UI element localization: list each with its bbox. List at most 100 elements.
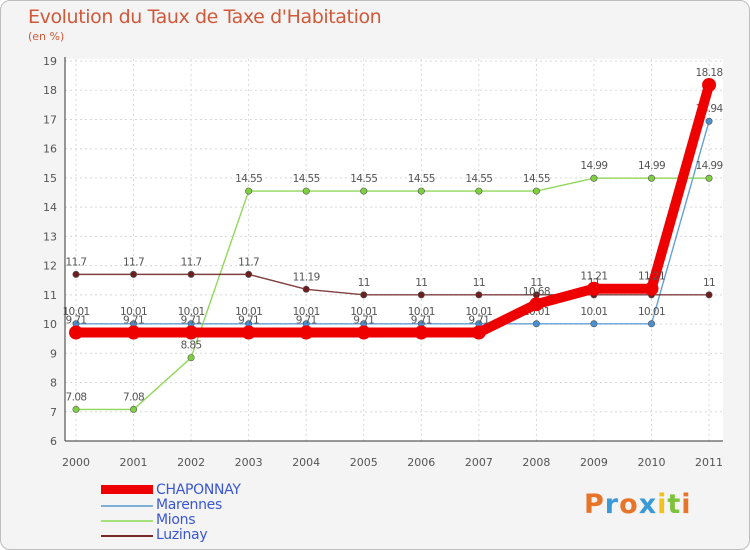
y-tick-label: 17 [43,113,57,126]
series-line-chaponnay [71,79,715,338]
data-point-mions [302,187,310,195]
x-tick-label: 2010 [638,456,666,469]
logo-letter: o [619,489,639,520]
y-tick-label: 13 [43,230,57,243]
data-point-chaponnay [644,281,659,296]
data-point-chaponnay [471,325,486,340]
logo-letter: i [681,489,692,520]
data-point-mions [647,174,655,182]
data-point-mions [532,187,540,195]
data-label-mions: 14.55 [235,173,262,185]
data-label-luzinay: 11.7 [181,256,202,268]
data-point-chaponnay [414,325,429,340]
data-label-marennes: 10.01 [408,306,435,318]
data-label-mions: 14.55 [408,173,435,185]
data-label-marennes: 10.01 [350,306,377,318]
x-tick-label: 2009 [580,456,608,469]
y-tick-label: 7 [50,406,57,419]
data-point-marennes [647,320,655,328]
logo-letter: x [638,489,658,520]
data-label-chaponnay: 9.71 [411,315,432,327]
legend-swatch-luzinay [101,535,153,537]
proxiti-logo: Proxiti [584,489,692,520]
y-tick-label: 6 [50,435,57,448]
data-point-mions [360,187,368,195]
data-point-mions [72,405,80,413]
legend-label: Marennes [156,497,222,513]
legend-swatch-chaponnay [101,485,153,494]
data-label-chaponnay: 11.21 [638,271,665,283]
data-label-marennes: 10.01 [465,306,492,318]
series-line-marennes [75,120,710,325]
data-label-mions: 14.55 [523,173,550,185]
data-point-chaponnay [529,297,544,312]
data-label-mions: 14.99 [696,160,723,172]
logo-letter: P [584,489,605,520]
data-label-chaponnay: 9.71 [123,315,144,327]
data-label-luzinay: 11.7 [66,256,87,268]
plot-area [65,59,723,441]
data-label-chaponnay: 9.71 [296,315,317,327]
x-tick-label: 2011 [695,456,723,469]
x-tick-label: 2005 [350,456,378,469]
y-tick-label: 8 [50,377,57,390]
logo-letter: r [604,489,620,520]
y-tick-label: 10 [43,318,57,331]
data-label-chaponnay: 9.71 [353,315,374,327]
data-label-chaponnay: 9.71 [181,315,202,327]
data-point-luzinay [475,291,483,299]
x-tick-label: 2008 [522,456,550,469]
data-label-mions: 7.08 [123,391,144,403]
data-label-luzinay: 11 [415,277,427,289]
data-label-marennes: 10.01 [120,306,147,318]
data-label-mions: 14.99 [638,160,665,172]
data-label-luzinay: 11 [703,277,715,289]
logo-letter: i [657,489,668,520]
data-label-mions: 8.85 [181,340,202,352]
logo-letter: t [667,489,682,520]
legend-swatch-marennes [101,505,153,507]
y-tick-label: 11 [43,289,57,302]
data-point-luzinay [187,270,195,278]
data-point-luzinay [302,285,310,293]
data-label-mions: 14.99 [580,160,607,172]
data-label-marennes: 10.01 [235,306,262,318]
data-label-luzinay: 11 [358,277,370,289]
chart-subtitle: (en %) [28,30,65,43]
series-line-luzinay [75,273,710,296]
y-tick-label: 9 [50,347,57,360]
data-label-mions: 14.55 [293,173,320,185]
x-tick-label: 2000 [62,456,90,469]
chart-title: Evolution du Taux de Taxe d'Habitation [28,6,382,28]
y-tick-label: 18 [43,84,57,97]
data-point-luzinay [417,291,425,299]
data-label-luzinay: 11.19 [293,271,320,283]
legend-swatch-mions [101,520,153,522]
data-label-marennes: 10.01 [178,306,205,318]
y-tick-label: 16 [43,143,57,156]
y-tick-label: 12 [43,260,57,273]
data-point-luzinay [245,270,253,278]
data-point-marennes [532,320,540,328]
data-point-mions [705,174,713,182]
data-label-marennes: 10.01 [293,306,320,318]
data-label-marennes: 10.01 [580,306,607,318]
y-tick-label: 19 [43,55,57,68]
data-point-chaponnay [586,281,601,296]
data-point-mions [187,354,195,362]
y-tick-label: 14 [43,201,57,214]
data-point-luzinay [705,291,713,299]
data-point-mions [245,187,253,195]
data-label-luzinay: 11.7 [123,256,144,268]
data-label-luzinay: 11 [473,277,485,289]
x-tick-label: 2002 [177,456,205,469]
data-point-chaponnay [241,325,256,340]
legend-label: CHAPONNAY [156,482,241,498]
legend-label: Luzinay [156,527,208,543]
data-point-chaponnay [126,325,141,340]
series-line-mions [75,177,710,411]
data-point-mions [130,405,138,413]
data-label-luzinay: 11.7 [238,256,259,268]
